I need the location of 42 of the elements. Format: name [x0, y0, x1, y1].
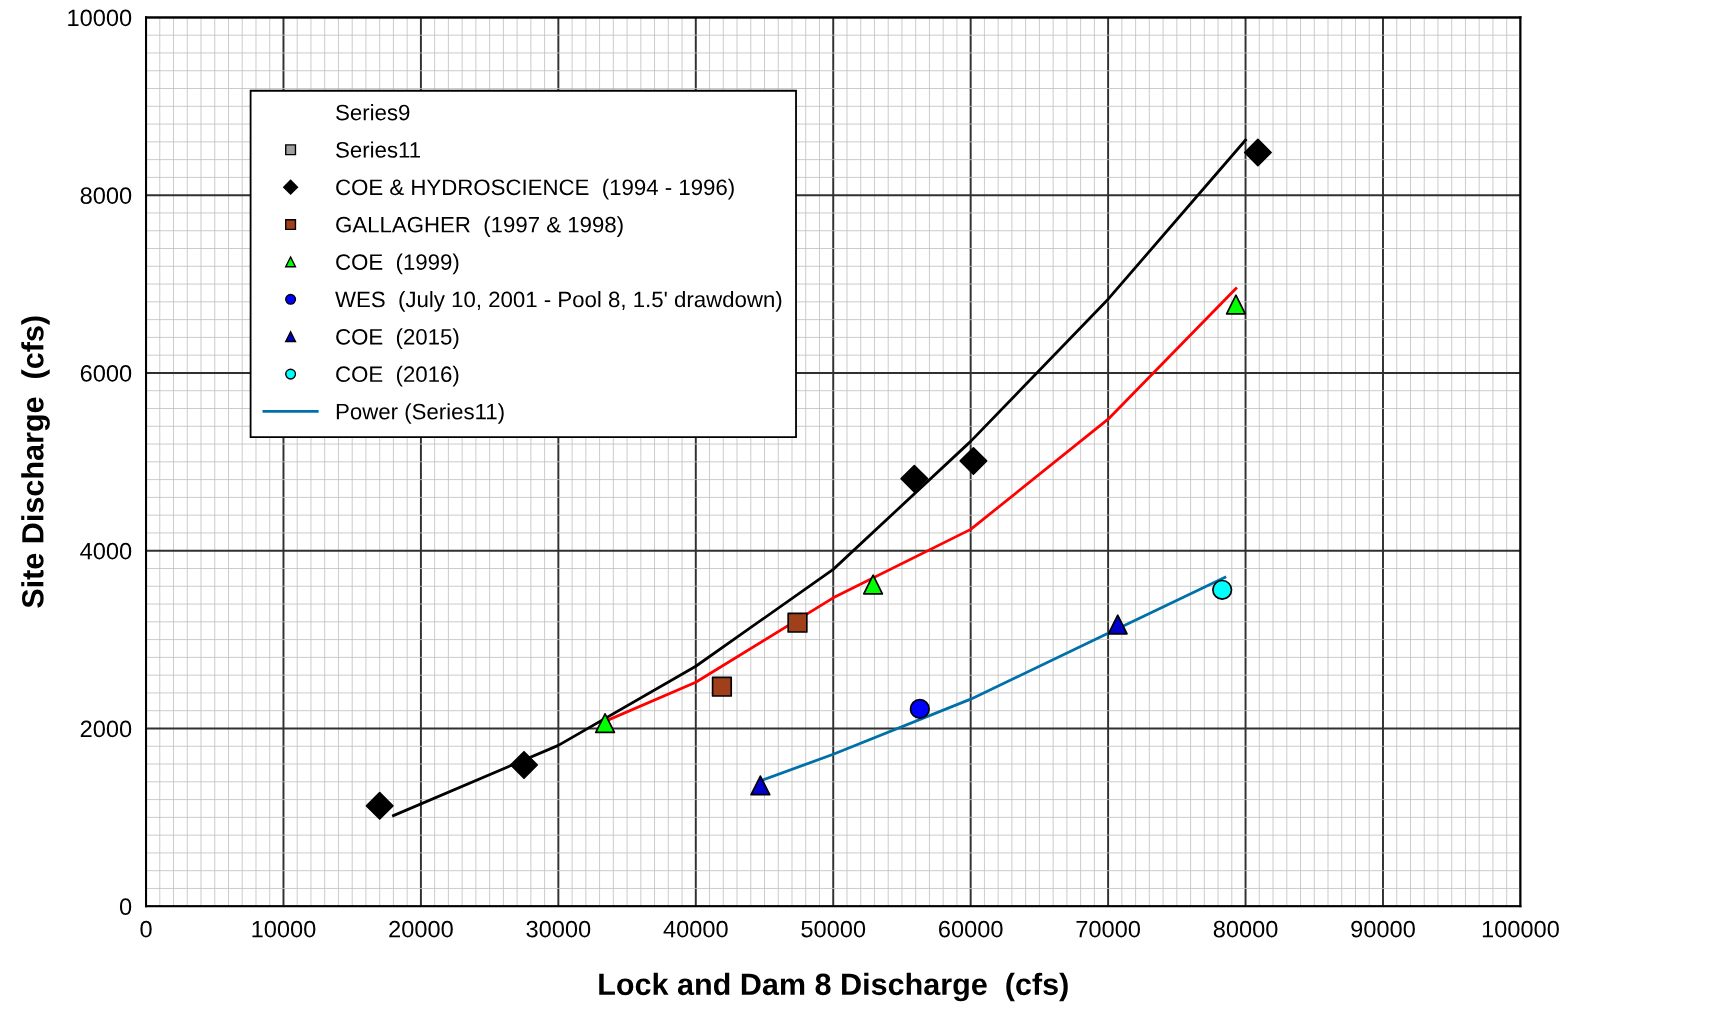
point [750, 775, 771, 796]
point [787, 612, 808, 633]
point [1243, 138, 1272, 167]
legend-label: COE & HYDROSCIENCE (1994 - 1996) [336, 178, 734, 200]
point [1107, 614, 1128, 635]
point [909, 698, 930, 720]
x-tick-label: 40000 [663, 920, 728, 938]
x-tick-label: 100000 [1482, 920, 1559, 938]
y-axis-title: Site Discharge (cfs) [21, 316, 50, 608]
x-tick-label: 70000 [1076, 920, 1141, 938]
point [711, 676, 733, 697]
legend-label: GALLAGHER (1997 & 1998) [336, 216, 623, 237]
x-tick-label: 60000 [939, 920, 1003, 938]
point [1212, 579, 1233, 600]
legend-label: WES (July 10, 2001 - Pool 8, 1.5' drawdown) [335, 290, 782, 312]
legend-label: Series11 [336, 141, 421, 158]
y-tick-label: 0 [119, 898, 132, 916]
x-tick-label: 0 [140, 920, 152, 938]
y-tick-label: 4000 [80, 542, 132, 560]
point [1225, 294, 1247, 315]
point [509, 750, 539, 779]
y-tick-label: 10000 [68, 9, 132, 27]
legend-label: COE (1999) [336, 253, 459, 275]
x-tick-label: 20000 [389, 920, 453, 938]
legend-label: COE (2016) [336, 365, 459, 387]
legend-label: Power (Series11) [336, 403, 504, 424]
x-tick-label: 10000 [252, 920, 316, 938]
x-axis-title: Lock and Dam 8 Discharge (cfs) [599, 972, 1068, 1002]
y-tick-label: 6000 [80, 365, 132, 382]
x-tick-label: 80000 [1213, 920, 1278, 938]
point [959, 446, 988, 475]
x-tick-label: 90000 [1351, 920, 1415, 938]
y-tick-label: 8000 [80, 187, 132, 204]
point [862, 574, 884, 595]
x-tick-label: 30000 [526, 920, 591, 938]
legend-label: COE (2015) [336, 328, 459, 350]
point [594, 712, 616, 734]
text: Series9 [336, 104, 410, 121]
y-tick-label: 2000 [80, 720, 132, 738]
point [365, 791, 394, 820]
point [900, 464, 929, 493]
x-tick-label: 50000 [801, 920, 866, 938]
